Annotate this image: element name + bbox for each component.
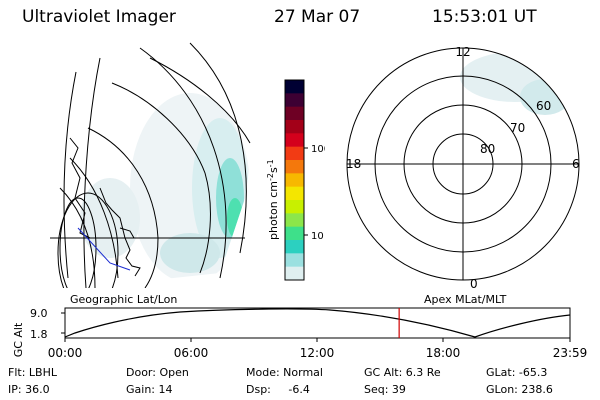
timeline-xtick-0: 00:00 xyxy=(48,346,83,360)
altitude-curve xyxy=(64,308,571,338)
color-bar-swatch xyxy=(285,253,304,268)
ip-status: IP: 36.0 xyxy=(8,383,50,396)
mlt-label-18: 18 xyxy=(346,157,361,171)
gc-alt-status: GC Alt: 6.3 Re xyxy=(364,366,441,379)
timeline-ytick-low: 1.8 xyxy=(30,328,48,341)
color-bar-swatches xyxy=(285,80,304,281)
color-bar-swatch xyxy=(285,226,304,241)
mlat-label-70: 70 xyxy=(510,121,525,135)
mlat-label-80: 80 xyxy=(480,142,495,156)
timeline-xtick-4: 23:59 xyxy=(553,346,588,360)
mlt-label-6: 6 xyxy=(572,157,580,171)
time-label: 15:53:01 UT xyxy=(432,7,537,27)
colorbar-unit-label: photon cm-2s-1 xyxy=(266,159,280,240)
timeline-axis-label: GC Alt xyxy=(12,322,25,357)
coastline xyxy=(69,137,141,277)
color-bar-swatch xyxy=(285,200,304,214)
color-bar-swatch xyxy=(285,133,304,148)
mlat-label-60: 60 xyxy=(536,99,551,113)
mode-status: Mode: Normal xyxy=(246,366,323,379)
color-bar-swatch xyxy=(285,146,304,161)
lat-lon-grid xyxy=(50,42,251,288)
color-bar-swatch xyxy=(285,120,304,134)
colorbar-tick-10: 10 xyxy=(311,231,324,242)
geographic-map xyxy=(50,42,251,288)
seq-status: Seq: 39 xyxy=(364,383,406,396)
timeline-frame xyxy=(64,307,571,339)
orbit-track xyxy=(77,227,131,271)
gain-status: Gain: 14 xyxy=(126,383,173,396)
color-bar: 100 10 photon cm-2s-1 xyxy=(266,79,325,281)
color-bar-swatch xyxy=(285,266,304,281)
color-bar-swatch xyxy=(285,173,304,188)
filter-status: Flt: LBHL xyxy=(8,366,57,379)
mlt-label-12: 12 xyxy=(455,45,470,59)
timeline-x-ticks xyxy=(64,338,571,342)
timeline-xtick-3: 18:00 xyxy=(426,346,461,360)
polar-grid xyxy=(346,47,580,281)
timeline-ytick-high: 9.0 xyxy=(30,307,48,320)
glon-status: GLon: 238.6 xyxy=(486,383,553,396)
instrument-title: Ultraviolet Imager xyxy=(22,7,176,27)
polar-emission-haze xyxy=(460,52,570,115)
colorbar-tick-100: 100 xyxy=(311,144,325,155)
apex-caption: Apex MLat/MLT xyxy=(424,293,507,306)
color-bar-swatch xyxy=(285,240,304,254)
geographic-caption: Geographic Lat/Lon xyxy=(70,293,178,306)
door-status: Door: Open xyxy=(126,366,189,379)
glat-status: GLat: -65.3 xyxy=(486,366,548,379)
mlt-label-0: 0 xyxy=(470,277,478,291)
color-bar-swatch xyxy=(285,80,304,94)
date-label: 27 Mar 07 xyxy=(274,7,361,27)
timeline-xtick-1: 06:00 xyxy=(174,346,209,360)
polar-mlat-mlt-plot: 12 18 6 0 80 70 60 xyxy=(346,45,580,291)
color-bar-swatch xyxy=(285,160,304,174)
color-bar-swatch xyxy=(285,106,304,121)
color-bar-swatch xyxy=(285,186,304,201)
color-bar-swatch xyxy=(285,93,304,108)
color-bar-swatch xyxy=(285,213,304,228)
timeline-xtick-2: 12:00 xyxy=(300,346,335,360)
dsp-status: Dsp: -6.4 xyxy=(246,383,310,396)
altitude-timeline: GC Alt 9.0 1.8 00:00 06:00 12:00 18:00 2… xyxy=(12,307,588,360)
